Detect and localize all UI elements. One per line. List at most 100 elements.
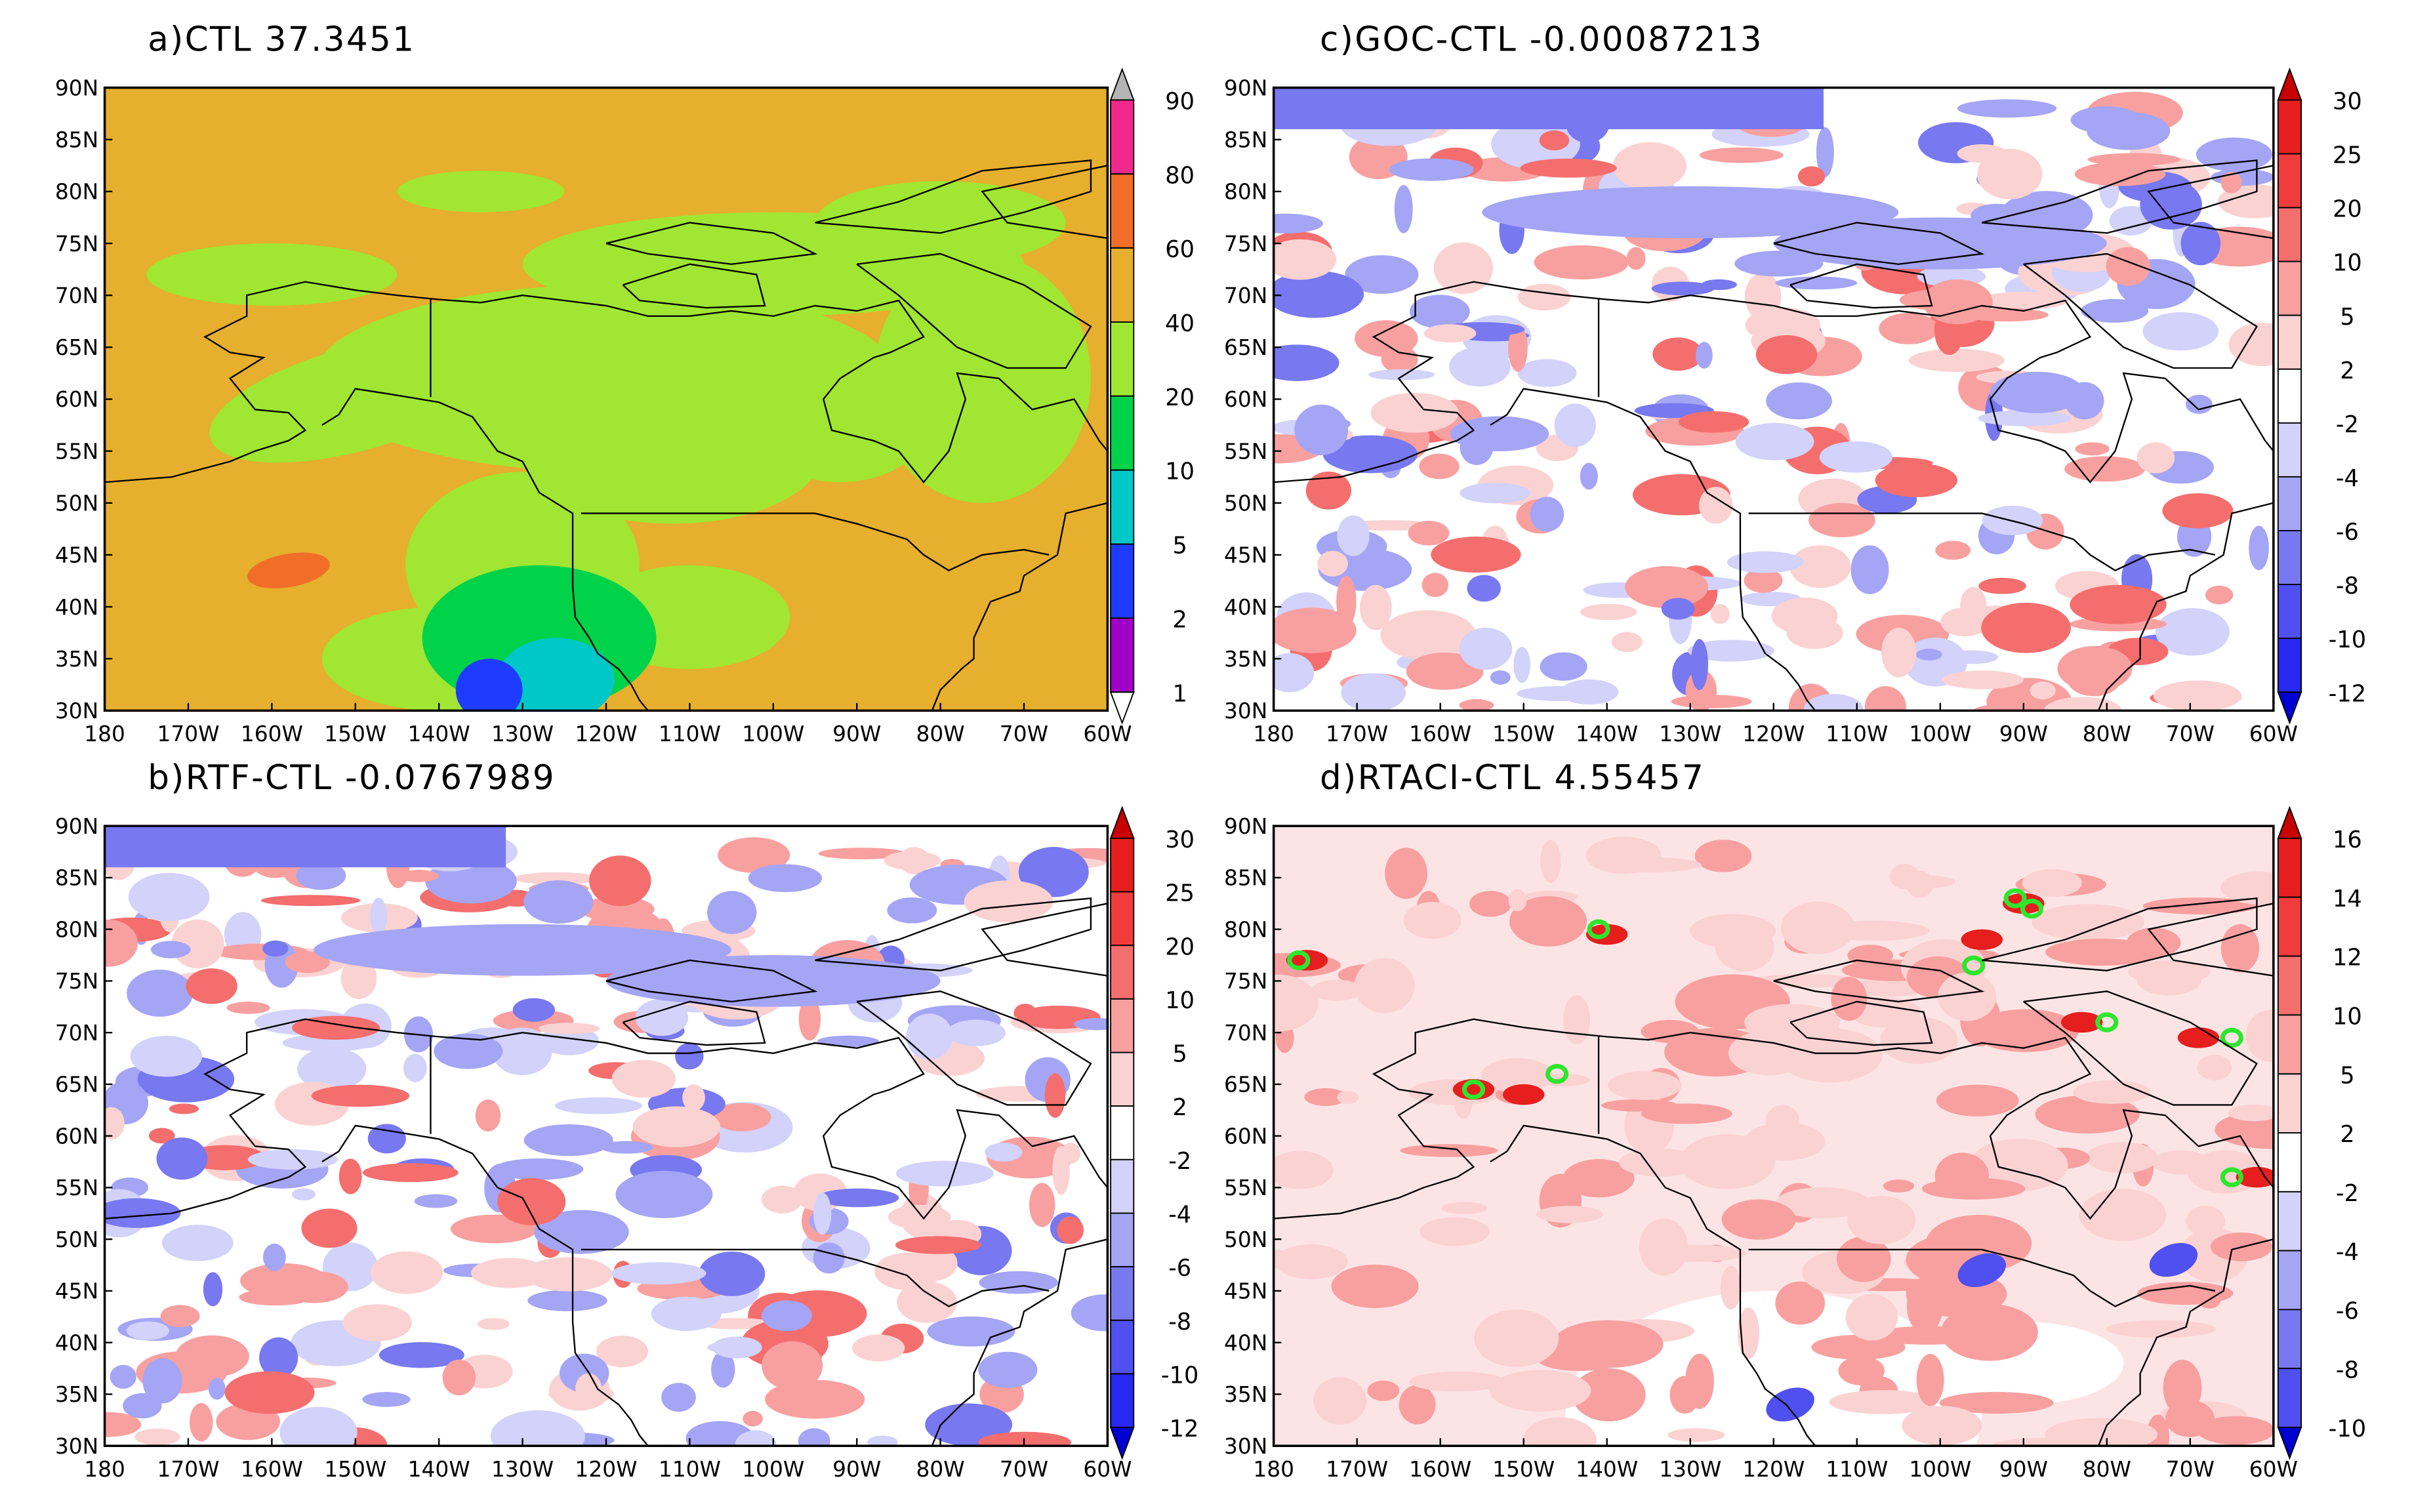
contour-fill xyxy=(1409,1371,1506,1392)
colorbar-swatch xyxy=(1110,469,1135,545)
colorbar-swatch xyxy=(2277,530,2302,585)
y-tick-label: 45N xyxy=(1224,1279,1267,1304)
contour-fill xyxy=(370,1251,443,1294)
contour-fill xyxy=(2153,680,2242,711)
contour-fill xyxy=(1720,1265,1742,1310)
coastline xyxy=(2147,903,2274,977)
contour-fill xyxy=(2070,584,2167,624)
contour-fill xyxy=(2236,1166,2274,1188)
colorbar-swatch xyxy=(2277,1073,2302,1134)
colorbar-swatch xyxy=(1110,838,1135,893)
contour-fill xyxy=(1406,652,1484,690)
x-tick-label: 140W xyxy=(408,1457,470,1482)
colorbar-swatch xyxy=(1109,806,1135,839)
contour-fill xyxy=(538,1023,600,1034)
contour-fill xyxy=(1408,520,1450,546)
contour-fill xyxy=(1803,693,1864,711)
coastline xyxy=(1557,393,1816,711)
colorbar-label: -8 xyxy=(2336,573,2359,600)
colorbar-label: -6 xyxy=(2336,1297,2359,1324)
colorbar-swatch xyxy=(1110,173,1135,249)
colorbar-swatch xyxy=(2277,99,2302,155)
contour-fill xyxy=(378,1341,464,1368)
contour-fill xyxy=(134,1428,180,1446)
x-tick-label: 100W xyxy=(1909,722,1971,746)
contour-fill xyxy=(711,1351,735,1388)
x-tick-label: 180 xyxy=(84,1457,125,1482)
contour-fill xyxy=(1797,166,1826,187)
coastline xyxy=(1748,1248,2216,1307)
colorbar-label: -10 xyxy=(1161,1362,1198,1389)
contour-fill xyxy=(817,1188,899,1208)
contour-fill xyxy=(1755,335,1818,375)
contour-fill xyxy=(2156,608,2230,656)
coastline xyxy=(321,1124,389,1163)
contour-fill xyxy=(477,1318,510,1330)
contour-fill xyxy=(434,1033,503,1069)
contour-fill xyxy=(1687,640,1775,662)
contour-fill xyxy=(1331,1264,1419,1309)
contour-fill xyxy=(534,1210,629,1254)
x-tick-label: 80W xyxy=(916,722,965,746)
colorbar-label: 25 xyxy=(1165,880,1195,907)
coastline xyxy=(981,165,1108,239)
contour-fill xyxy=(442,1359,476,1396)
contour-fill xyxy=(1721,1199,1796,1240)
y-tick-label: 70N xyxy=(1224,283,1267,308)
contour-fill xyxy=(1370,392,1459,433)
contour-fill xyxy=(1922,279,1993,325)
colorbar-label: 5 xyxy=(2340,304,2354,331)
contour-fill xyxy=(589,855,651,907)
contour-fill xyxy=(813,1193,832,1235)
contour-fill xyxy=(1809,502,1875,538)
colorbar-swatch xyxy=(1110,1319,1135,1375)
contour-fill xyxy=(611,1262,706,1285)
coastline xyxy=(104,1018,1108,1446)
x-tick-label: 100W xyxy=(1909,1457,1971,1482)
panel-title: b)RTF-CTL -0.0767989 xyxy=(148,758,556,798)
contour-fill xyxy=(1460,482,1531,504)
contour-fill xyxy=(1957,144,2007,163)
contour-fill xyxy=(1467,575,1501,602)
contour-fill xyxy=(259,1337,298,1378)
contour-fill xyxy=(2031,904,2144,941)
x-tick-label: 120W xyxy=(575,722,637,746)
y-tick-label: 80N xyxy=(55,180,98,205)
contour-fill xyxy=(1554,403,1596,447)
contour-fill xyxy=(1875,463,1958,498)
y-tick-label: 65N xyxy=(1224,1073,1267,1097)
contour-fill xyxy=(522,378,824,524)
contour-fill xyxy=(1534,245,1629,280)
contour-fill xyxy=(1902,1406,1982,1446)
contour-fill xyxy=(1018,847,1089,897)
contour-fill xyxy=(279,1406,358,1446)
contour-fill xyxy=(2180,222,2221,266)
contour-fill xyxy=(906,1013,953,1060)
y-tick-label: 55N xyxy=(55,439,98,464)
contour-fill xyxy=(761,1185,803,1214)
contour-fill xyxy=(1502,1084,1545,1105)
colorbar-swatch xyxy=(2277,368,2302,424)
x-tick-label: 140W xyxy=(1576,1457,1638,1482)
contour-fill xyxy=(492,1027,552,1076)
x-tick-label: 140W xyxy=(408,722,470,746)
contour-fill xyxy=(1400,1144,1498,1157)
map-panel: d)RTACI-CTL 4.55457 90N 85N 80N 75N 70N 65N 60N… xyxy=(1224,758,2366,1482)
contour-fill xyxy=(1322,435,1418,474)
contour-fill xyxy=(1908,348,2005,373)
y-tick-label: 70N xyxy=(55,283,98,308)
coastline xyxy=(1273,1018,2274,1446)
contour-fill xyxy=(127,970,194,1017)
contour-fill xyxy=(1337,515,1370,556)
contour-fill xyxy=(1771,597,1838,635)
contour-fill xyxy=(171,919,224,969)
contour-fill xyxy=(635,998,689,1036)
colorbar: 30 25 20 10 5 2 -2 -4 -6 -8 -10 -12 xyxy=(1109,806,1198,1460)
contour-fill xyxy=(1513,647,1530,683)
x-tick-label: 90W xyxy=(832,1457,881,1482)
contour-fill xyxy=(2064,456,2146,482)
colorbar-label: -6 xyxy=(2336,519,2359,546)
contour-fill xyxy=(888,1204,951,1229)
y-tick-label: 90N xyxy=(1224,75,1267,100)
contour-fill xyxy=(748,864,823,892)
